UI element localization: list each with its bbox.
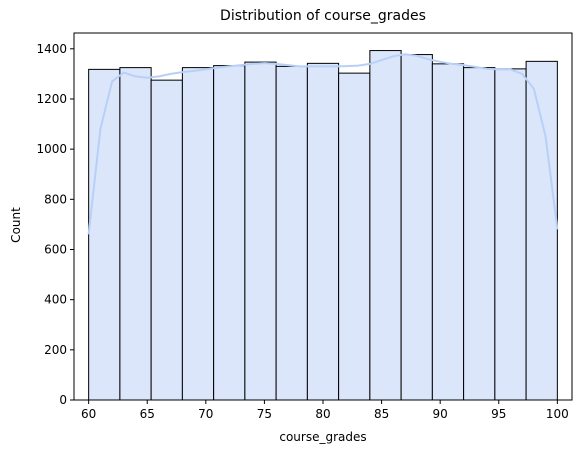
histogram-bar (431, 63, 465, 401)
x-tick-label: 100 (546, 407, 569, 421)
kde-curve (87, 53, 559, 235)
y-tick-label: 800 (44, 192, 67, 206)
x-tick-label: 70 (198, 407, 213, 421)
y-tick-label: 600 (44, 242, 67, 256)
histogram-bar (400, 54, 433, 401)
bars-group (88, 50, 558, 401)
x-tick-label: 85 (374, 407, 389, 421)
x-tick-label: 80 (315, 407, 330, 421)
y-tick-label: 200 (44, 343, 67, 357)
x-axis-ticks: 60 65 70 75 80 85 90 95 100 (81, 400, 569, 421)
x-tick-label: 95 (491, 407, 506, 421)
histogram-bar (150, 79, 183, 401)
x-tick-label: 90 (433, 407, 448, 421)
histogram-bar (369, 50, 402, 401)
histogram-bar (88, 68, 121, 401)
x-tick-label: 60 (81, 407, 96, 421)
y-axis-ticks: 0 200 400 600 800 1000 1200 1400 (36, 42, 74, 407)
histogram-bar (494, 68, 527, 401)
histogram-bar (119, 67, 152, 401)
histogram-bar (463, 67, 496, 401)
x-axis-label: course_grades (279, 430, 366, 444)
histogram-bar (525, 60, 558, 401)
y-tick-label: 0 (59, 393, 67, 407)
histogram-bar (244, 61, 277, 401)
x-tick-label: 65 (140, 407, 155, 421)
x-tick-label: 75 (257, 407, 272, 421)
y-tick-label: 1200 (36, 92, 67, 106)
y-tick-label: 400 (44, 293, 67, 307)
y-axis-label: Count (9, 207, 23, 243)
histogram-bar (181, 67, 215, 401)
histogram-bar (306, 62, 340, 401)
histogram-bar (275, 65, 308, 401)
y-tick-label: 1000 (36, 142, 67, 156)
histogram-bar (338, 72, 371, 401)
y-tick-label: 1400 (36, 42, 67, 56)
chart-title: Distribution of course_grades (220, 8, 426, 24)
histogram-bar (213, 65, 246, 401)
